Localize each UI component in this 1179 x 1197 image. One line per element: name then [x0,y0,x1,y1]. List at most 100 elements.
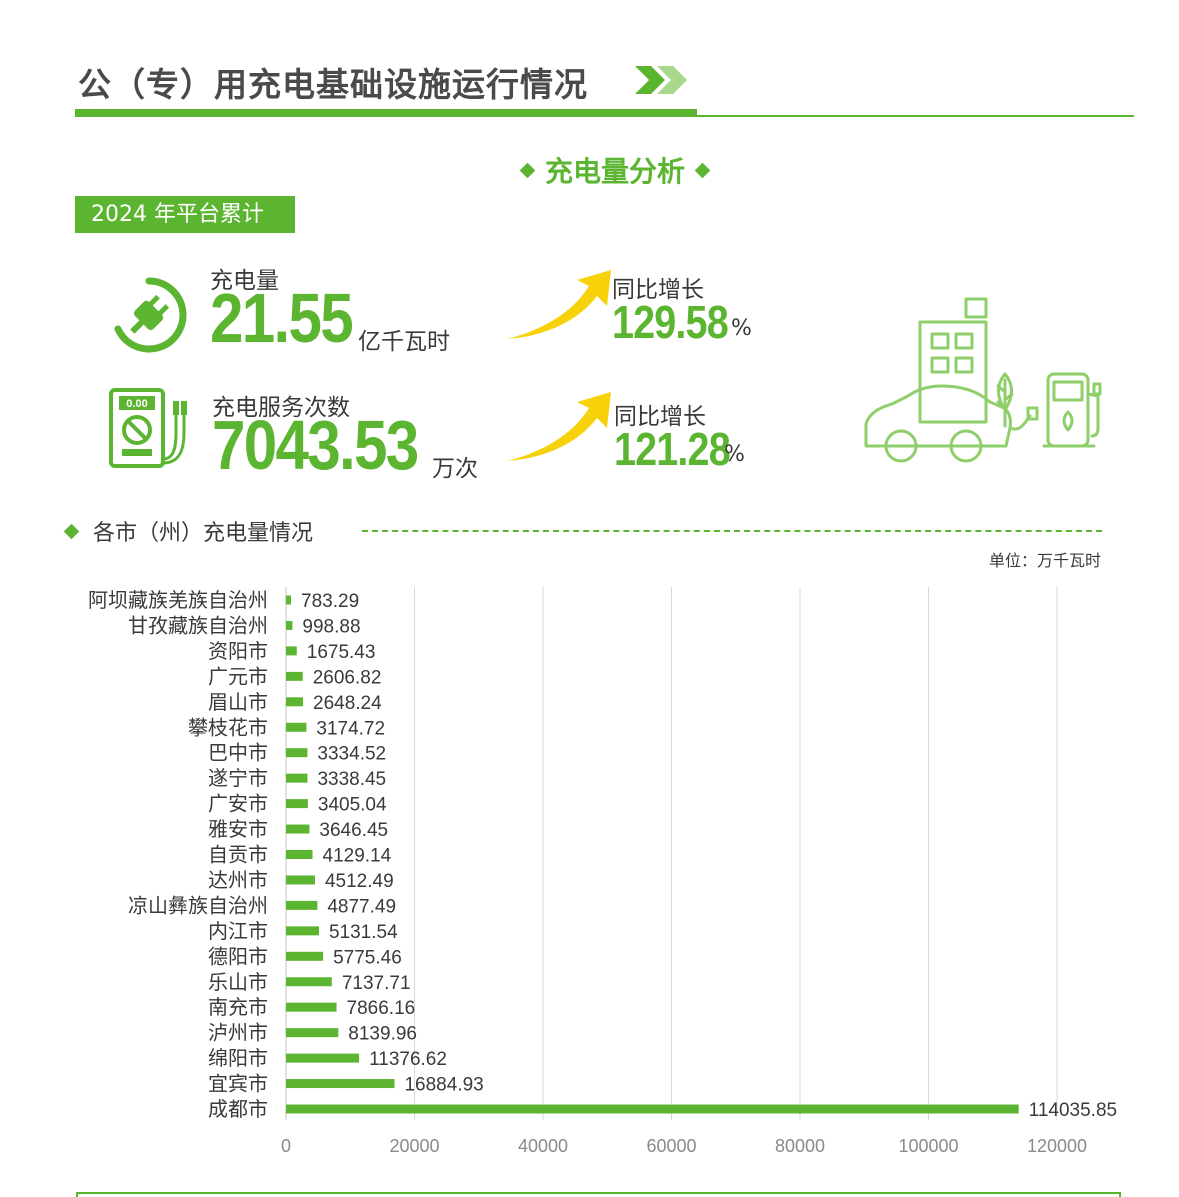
value-label: 8139.96 [348,1024,417,1045]
category-label: 达州市 [208,868,268,892]
sessions-yoy-label: 同比增长 [614,404,706,430]
bar [286,900,318,910]
x-tick-label: 120000 [1027,1136,1087,1156]
energy-yoy-value: 129.58 [612,296,729,348]
x-tick-label: 60000 [646,1136,696,1156]
category-label: 自贡市 [208,843,268,867]
energy-yoy-unit: % [731,316,752,341]
bar [286,748,308,758]
value-label: 1675.43 [307,642,376,663]
value-label: 3405.04 [318,795,387,816]
value-label: 114035.85 [1029,1100,1117,1121]
bar [286,1002,337,1012]
category-label: 巴中市 [208,741,268,765]
unit-label: 单位：万千瓦时 [988,551,1101,570]
bar [286,850,313,859]
sessions-value: 7043.53 [212,406,419,484]
up-arrow-icon [507,392,611,461]
value-label: 16884.93 [404,1075,483,1096]
bar [286,951,324,961]
category-label: 广元市 [208,664,268,688]
value-label: 5131.54 [329,922,398,943]
x-tick-label: 80000 [775,1136,825,1156]
bar [286,875,315,885]
diamond-icon [63,523,80,539]
value-label: 2606.82 [313,667,382,688]
category-label: 甘孜藏族自治州 [128,613,268,637]
multimeter-icon: 0.00 [109,388,187,468]
bar [286,977,332,987]
bar [286,595,292,605]
dashed-divider [362,530,1102,532]
energy-unit: 亿千瓦时 [358,329,450,355]
x-tick-label: 0 [281,1136,291,1156]
bottom-border-left [76,1192,78,1197]
value-label: 998.88 [302,616,360,637]
section-title: 充电量分析 [544,155,685,188]
energy-yoy: 129.58 [612,295,747,349]
value-label: 4877.49 [327,896,396,917]
value-label: 3174.72 [316,718,385,739]
up-arrow-icon [507,270,611,339]
value-label: 2648.24 [313,693,382,714]
value-label: 7137.71 [342,973,411,994]
category-label: 南充市 [208,995,268,1019]
category-label: 内江市 [208,919,268,943]
title-underline [75,109,697,117]
bar [286,773,308,783]
category-label: 宜宾市 [208,1072,268,1096]
category-label: 雅安市 [208,817,268,841]
ev-charging-illustration [864,297,1102,463]
value-label: 3646.45 [319,820,388,841]
category-label: 泸州市 [208,1021,268,1045]
category-label: 德阳市 [208,944,268,968]
city-energy-bar-chart: 阿坝藏族羌族自治州 783.29 甘孜藏族自治州 998.88 资阳市 1675.43 广元… [88,587,1117,1156]
bottom-border [76,1192,1121,1194]
energy-yoy-label: 同比增长 [612,277,704,303]
category-label: 广安市 [208,792,268,816]
meter-display: 0.00 [126,398,147,410]
sessions-yoy: 121.28 [614,422,749,476]
x-tick-label: 20000 [389,1136,439,1156]
bar [286,620,293,630]
sessions-yoy-unit: % [724,442,745,467]
bar [286,697,304,707]
sessions-label: 充电服务次数 [212,395,350,421]
value-label: 7866.16 [347,998,416,1019]
title-underline-thin [697,115,1134,117]
subsection-title: 各市（州）充电量情况 [93,521,314,546]
bar [286,1104,1019,1114]
category-label: 攀枝花市 [188,715,268,739]
energy-value: 21.55 [210,279,354,357]
bar [286,1079,395,1089]
category-label: 成都市 [208,1097,268,1121]
diamond-icon [519,162,536,178]
subsection-heading: 各市（州）充电量情况 [63,515,314,547]
x-tick-label: 40000 [518,1136,568,1156]
sessions-yoy-value: 121.28 [614,423,731,475]
category-label: 乐山市 [208,970,268,994]
category-label: 遂宁市 [208,766,268,790]
value-label: 4512.49 [325,871,394,892]
value-label: 3334.52 [317,744,386,765]
value-label: 11376.62 [369,1049,447,1070]
sessions-unit: 万次 [432,456,478,482]
bar [286,722,307,732]
plug-icon [114,277,187,353]
value-label: 4129.14 [323,846,392,867]
energy-label: 充电量 [210,268,279,294]
section-heading: 充电量分析 [500,150,730,190]
bar [286,646,297,656]
bar [286,671,303,681]
bar [286,1028,339,1038]
category-label: 绵阳市 [208,1046,268,1070]
bar [286,824,310,834]
value-label: 783.29 [301,591,359,612]
diamond-icon [694,162,711,178]
double-chevron-icon [635,66,687,94]
category-label: 凉山彝族自治州 [128,893,268,917]
bar [286,799,308,809]
value-label: 5775.46 [333,947,402,968]
category-label: 阿坝藏族羌族自治州 [88,588,268,612]
category-label: 眉山市 [208,690,268,714]
